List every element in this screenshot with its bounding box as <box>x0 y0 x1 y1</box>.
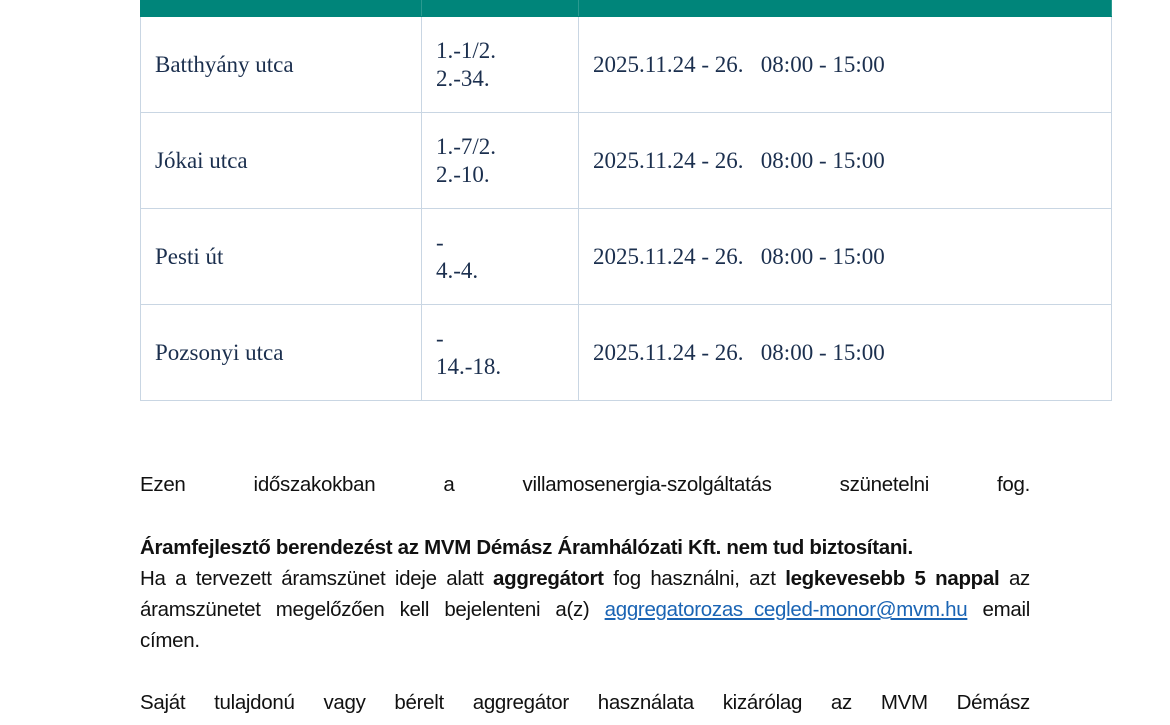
table-row: Batthyány utca 1.-1/2. 2.-34. 2025.11.24 … <box>140 16 1112 113</box>
street-cell: Jókai utca <box>140 112 422 209</box>
time-cell: 2025.11.24 - 26. 08:00 - 15:00 <box>578 304 1112 401</box>
paragraph-own-generator: Saját tulajdonú vagy bérelt aggregátor h… <box>140 691 1030 714</box>
table-header <box>140 0 1112 17</box>
time-cell: 2025.11.24 - 26. 08:00 - 15:00 <box>578 112 1112 209</box>
house-numbers-cell: -14.-18. <box>421 304 579 401</box>
time-cell: 2025.11.24 - 26. 08:00 - 15:00 <box>578 208 1112 305</box>
paragraph-outage-notice: Ezen időszakokban a villamosenergia-szol… <box>140 473 1030 496</box>
outage-table: Batthyány utca 1.-1/2. 2.-34. 2025.11.24 … <box>140 0 1112 401</box>
house-numbers-cell: -4.-4. <box>421 208 579 305</box>
street-cell: Pesti út <box>140 208 422 305</box>
table-row: Pozsonyi utca -14.-18. 2025.11.24 - 26. … <box>140 304 1112 401</box>
house-numbers-cell: 1.-1/2. 2.-34. <box>421 16 579 113</box>
street-cell: Batthyány utca <box>140 16 422 113</box>
table-row: Pesti út -4.-4. 2025.11.24 - 26. 08:00 -… <box>140 208 1112 305</box>
paragraph-generator: Áramfejlesztő berendezést az MVM Démász … <box>140 536 1030 652</box>
time-cell: 2025.11.24 - 26. 08:00 - 15:00 <box>578 16 1112 113</box>
email-link[interactable]: aggregatorozas_cegled-monor@mvm.hu <box>604 598 968 621</box>
street-cell: Pozsonyi utca <box>140 304 422 401</box>
house-numbers-cell: 1.-7/2. 2.-10. <box>421 112 579 209</box>
table-row: Jókai utca 1.-7/2. 2.-10. 2025.11.24 - 26… <box>140 112 1112 209</box>
